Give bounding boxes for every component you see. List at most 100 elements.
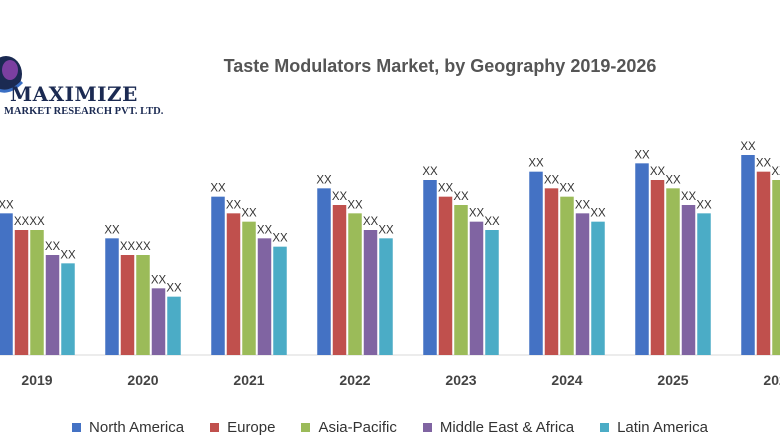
- logo-subtitle: MARKET RESEARCH PVT. LTD.: [4, 106, 164, 117]
- legend-item: Latin America: [600, 419, 708, 436]
- bar: [635, 163, 649, 355]
- data-label: XX: [14, 216, 30, 228]
- bar: [529, 171, 543, 355]
- data-label: XX: [740, 141, 756, 153]
- legend-swatch: [301, 422, 311, 432]
- bar: [681, 205, 696, 355]
- data-label: XX: [45, 241, 61, 253]
- bar: [151, 288, 166, 355]
- bar: [105, 238, 119, 355]
- data-label: XX: [60, 249, 76, 261]
- x-tick-label: 2019: [21, 372, 52, 388]
- bar: [666, 188, 680, 355]
- data-label: XX: [681, 191, 697, 203]
- data-label: XX: [559, 183, 575, 195]
- data-label: XX: [469, 208, 485, 220]
- bar: [772, 180, 780, 355]
- x-tick-label: 2020: [127, 372, 158, 388]
- x-tick-label: 2022: [339, 372, 370, 388]
- data-label: XX: [378, 224, 394, 236]
- bar: [257, 238, 272, 355]
- data-label: XX: [696, 199, 712, 211]
- legend-item: Europe: [210, 419, 275, 436]
- data-label: XX: [484, 216, 500, 228]
- bar: [363, 230, 378, 355]
- chart-title: Taste Modulators Market, by Geography 20…: [223, 56, 657, 76]
- bar: [242, 221, 256, 355]
- bar: [650, 180, 665, 355]
- x-tick-label: 2024: [551, 372, 582, 388]
- data-label: XX: [120, 241, 136, 253]
- legend-label: Latin America: [617, 418, 708, 436]
- data-label: XX: [332, 191, 348, 203]
- bar: [697, 213, 711, 355]
- bar: [575, 213, 590, 355]
- bar: [756, 171, 771, 355]
- x-tick-label: 2023: [445, 372, 476, 388]
- legend-swatch: [422, 422, 432, 432]
- bar: [423, 180, 437, 355]
- legend-label: Asia-Pacific: [318, 418, 397, 436]
- data-label: XX: [453, 191, 469, 203]
- data-label: XX: [151, 274, 167, 286]
- bar: [379, 238, 393, 355]
- data-label: XX: [544, 174, 560, 186]
- bar: [332, 205, 347, 355]
- legend-swatch: [210, 422, 220, 432]
- legend-swatch: [72, 422, 82, 432]
- bar: [741, 155, 755, 355]
- bar: [273, 246, 287, 355]
- bar: [61, 263, 75, 355]
- data-label: XX: [226, 199, 242, 211]
- legend-item: Asia-Pacific: [301, 418, 397, 436]
- bar: [560, 196, 574, 355]
- bar: [485, 230, 499, 355]
- data-label: XX: [528, 158, 544, 170]
- bar: [30, 230, 44, 355]
- legend-label: Europe: [227, 418, 276, 436]
- data-label: XX: [104, 224, 120, 236]
- data-label: XX: [316, 174, 332, 186]
- data-label: XX: [0, 199, 14, 211]
- data-label: XX: [166, 283, 182, 295]
- bar: [226, 213, 241, 355]
- data-label: XX: [756, 158, 772, 170]
- data-label: XX: [210, 183, 226, 195]
- legend-label: Middle East & Africa: [439, 418, 575, 436]
- data-label: XX: [241, 208, 257, 220]
- bar: [167, 296, 181, 355]
- data-label: XX: [665, 174, 681, 186]
- bar: [454, 205, 468, 355]
- data-label: XX: [272, 233, 288, 245]
- bar: [317, 188, 331, 355]
- bar: [136, 255, 150, 355]
- data-label: XX: [257, 224, 273, 236]
- data-label: XX: [590, 208, 606, 220]
- bar: [469, 221, 484, 355]
- bar: [348, 213, 362, 355]
- bar: [438, 196, 453, 355]
- data-label: XX: [650, 166, 666, 178]
- logo-name: MAXIMIZE: [10, 82, 138, 106]
- bar: [591, 221, 605, 355]
- bar: [211, 196, 225, 355]
- bar: [0, 213, 13, 355]
- data-label: XX: [347, 199, 363, 211]
- chart-legend: North America Europe Asia-Pacific Middle Ea…: [0, 417, 780, 437]
- data-label: XX: [438, 183, 454, 195]
- bar: [14, 230, 29, 355]
- data-label: XX: [422, 166, 438, 178]
- data-label: XX: [363, 216, 379, 228]
- bar: [120, 255, 135, 355]
- globe-logo-icon: [0, 56, 24, 93]
- x-tick-label: 2025: [657, 372, 688, 388]
- company-logo: MAXIMIZE MARKET RESEARCH PVT. LTD.: [0, 52, 170, 122]
- data-label: XX: [634, 149, 650, 161]
- legend-swatch: [600, 422, 610, 432]
- bar: [544, 188, 559, 355]
- data-label: XX: [771, 166, 780, 178]
- legend-label: North America: [89, 418, 185, 436]
- x-tick-label: 2026: [763, 372, 780, 388]
